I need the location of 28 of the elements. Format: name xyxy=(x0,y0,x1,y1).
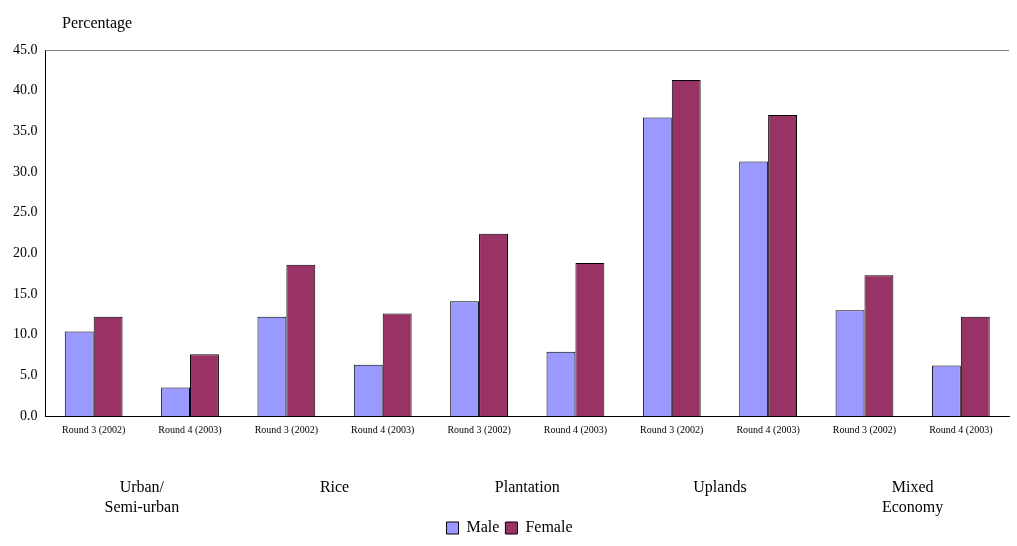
y-tick-label: 5.0 xyxy=(20,367,38,383)
x-tick-label: Round 4 (2003) xyxy=(543,423,608,436)
text: Urban/ Semi-urban xyxy=(104,478,180,516)
text: Uplands xyxy=(693,478,747,497)
legend-label: Male xyxy=(466,518,500,536)
x-tick-label: Round 4 (2003) xyxy=(351,423,415,436)
y-tick-label: 30.0 xyxy=(13,163,38,179)
x-tick-label: Round 3 (2002) xyxy=(62,423,126,436)
y-tick-label: 40.0 xyxy=(13,82,38,98)
y-tick-label: 10.0 xyxy=(13,326,38,342)
x-tick-label: Round 4 (2003) xyxy=(736,423,800,436)
x-tick-label: Round 3 (2002) xyxy=(640,423,704,436)
y-tick-label: 20.0 xyxy=(13,245,38,261)
x-tick-label: Round 3 (2002) xyxy=(254,423,319,436)
x-tick-label: Round 4 (2003) xyxy=(929,423,993,436)
text: Mixed Economy xyxy=(881,478,944,517)
y-tick-label: 45.0 xyxy=(13,41,38,57)
text: Rice xyxy=(319,478,350,496)
legend-label: Female xyxy=(525,518,573,536)
text: Plantation xyxy=(494,478,560,496)
x-tick-label: Round 4 (2003) xyxy=(158,423,222,436)
x-tick-label: Round 3 (2002) xyxy=(832,423,897,436)
y-tick-label: 25.0 xyxy=(13,204,38,220)
x-tick-label: Round 3 (2002) xyxy=(447,423,511,436)
y-tick-label: 35.0 xyxy=(13,123,38,139)
y-tick-label: 15.0 xyxy=(13,285,38,301)
y-axis-title: Percentage xyxy=(62,14,133,32)
y-tick-label: 0.0 xyxy=(20,407,38,423)
